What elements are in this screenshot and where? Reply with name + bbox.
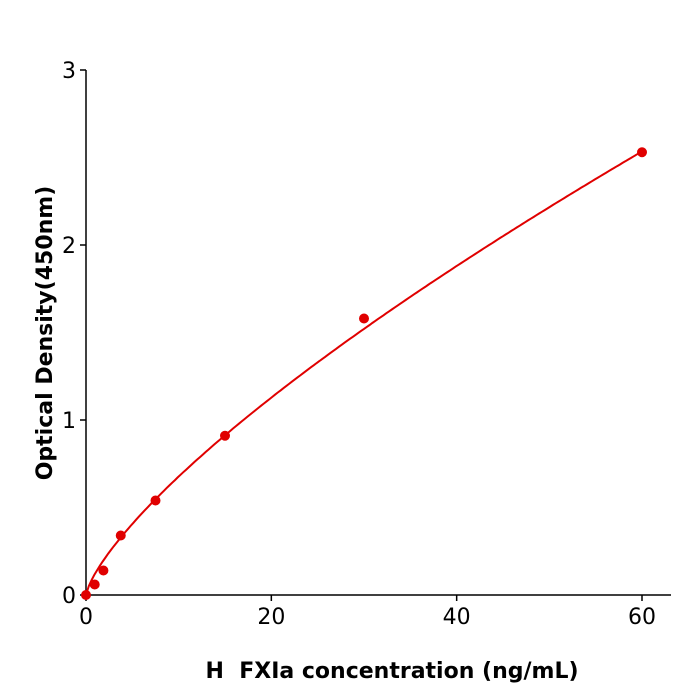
y-axis-title: Optical Density(450nm) [33, 186, 58, 481]
x-tick-label: 0 [79, 605, 93, 630]
axes [85, 70, 671, 596]
data-point [115, 530, 126, 541]
data-point [359, 313, 369, 324]
y-tick-label: 1 [62, 409, 76, 434]
x-ticks: 0 20 40 60 [79, 595, 656, 630]
y-tick-label: 3 [62, 59, 76, 84]
y-ticks: 0 1 2 3 [62, 59, 86, 609]
fit-curve [85, 150, 643, 596]
data-point [81, 590, 91, 600]
data-points [81, 147, 647, 600]
y-tick-label: 2 [62, 234, 76, 259]
data-point [637, 147, 647, 158]
data-point [150, 495, 161, 506]
data-point [98, 565, 109, 576]
data-point [89, 579, 100, 590]
x-tick-label: 60 [628, 605, 656, 630]
y-tick-label: 0 [62, 584, 76, 609]
data-point [220, 430, 230, 441]
x-axis-title: H FXIa concentration (ng/mL) [205, 659, 578, 684]
x-tick-label: 20 [257, 605, 285, 630]
x-tick-label: 40 [443, 605, 471, 630]
